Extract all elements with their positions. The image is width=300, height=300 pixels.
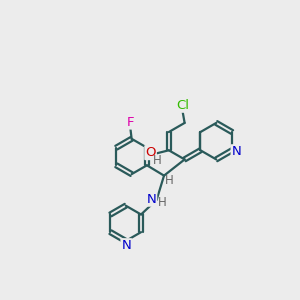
Text: F: F	[126, 116, 134, 128]
Text: Cl: Cl	[176, 99, 189, 112]
Text: N: N	[232, 145, 242, 158]
Text: N: N	[122, 239, 131, 252]
Text: H: H	[158, 196, 167, 209]
Text: N: N	[146, 193, 156, 206]
Text: O: O	[145, 146, 156, 159]
Text: H: H	[153, 154, 162, 167]
Text: H: H	[165, 174, 174, 188]
